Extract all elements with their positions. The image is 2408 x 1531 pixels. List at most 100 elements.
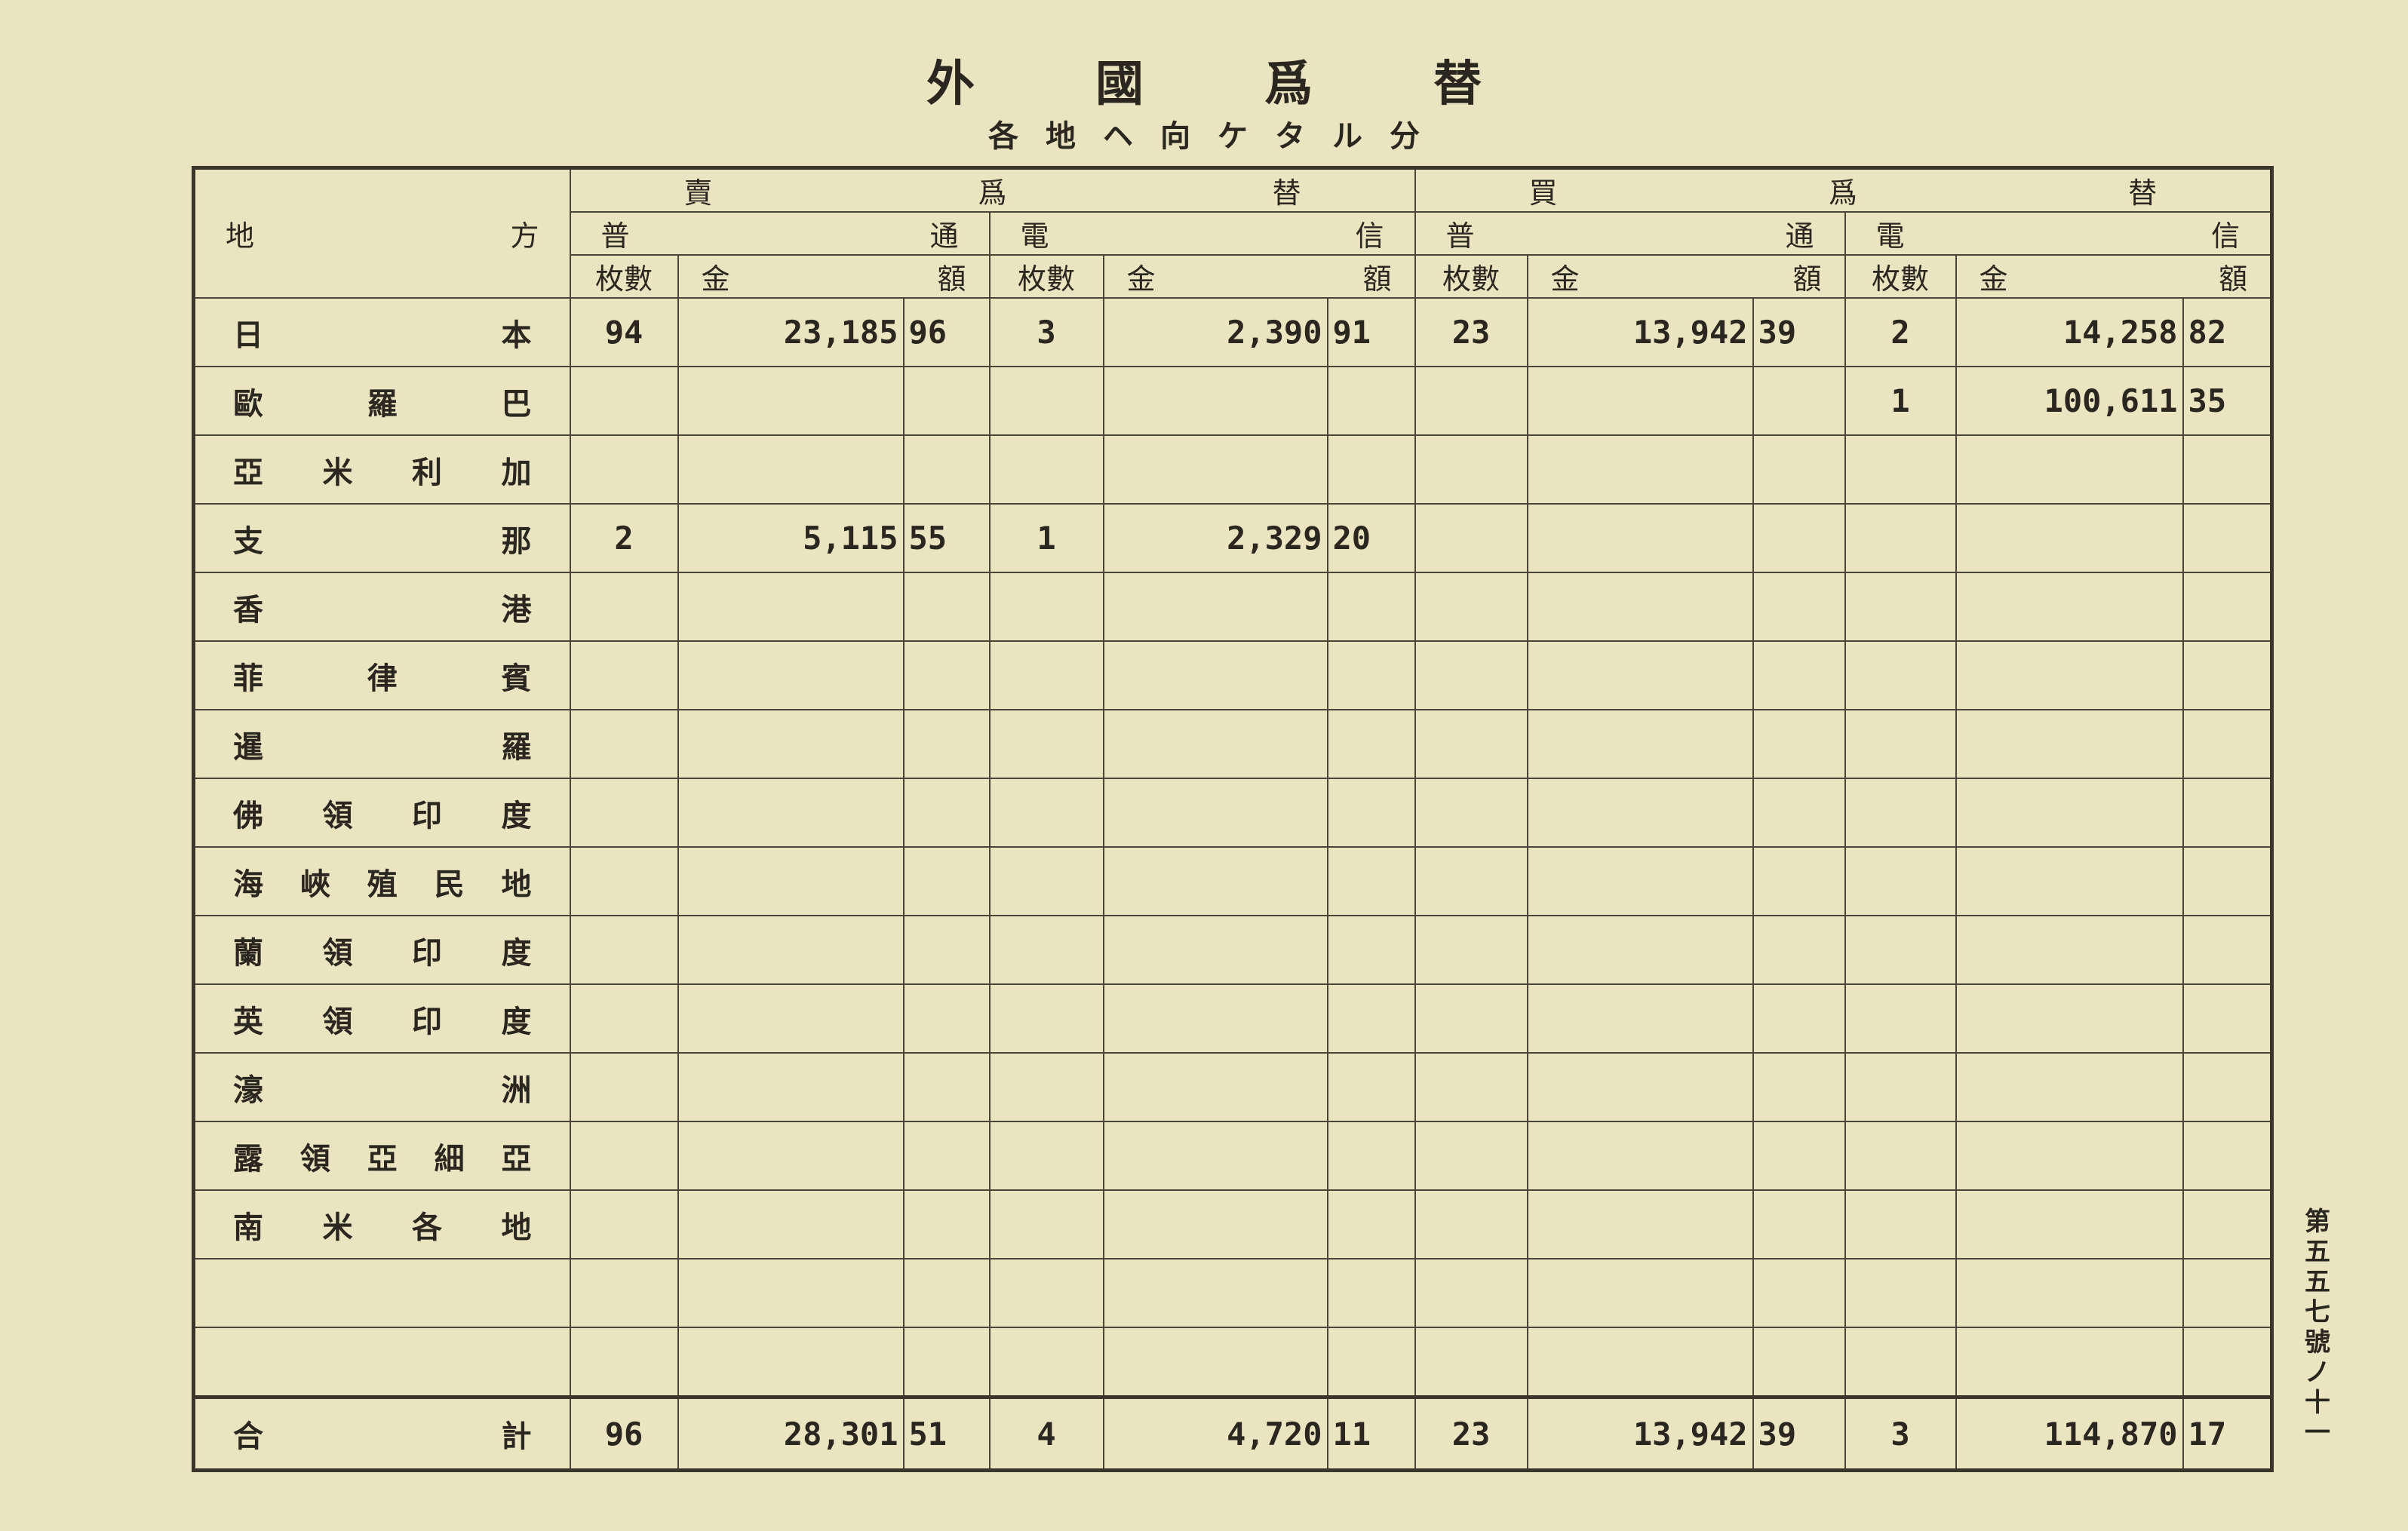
region-name: 佛領印度 <box>233 797 532 833</box>
count-cell <box>569 640 679 710</box>
amount-yen-cell <box>1526 572 1754 642</box>
region-name: 亞米利加 <box>233 454 532 490</box>
amount-yen-cell <box>1526 778 1754 848</box>
region-name: 英領印度 <box>233 1003 532 1039</box>
amount-sen-cell <box>1752 503 1846 573</box>
sell-ordinary-label: 普通 <box>600 219 959 253</box>
count-cell <box>1414 709 1528 779</box>
amount-yen-cell <box>1102 846 1328 916</box>
amount-yen-cell <box>1102 366 1328 436</box>
amount-yen-cell <box>1526 1189 1754 1259</box>
region-cell: 海峽殖民地 <box>192 846 571 916</box>
region-header-label: 地方 <box>226 219 539 253</box>
buy-ordinary-label: 普通 <box>1445 219 1814 253</box>
amount-yen-cell: 100,611 <box>1955 366 2184 436</box>
amount-yen-cell <box>1955 1258 2184 1328</box>
amount-sen-cell <box>1326 778 1416 848</box>
count-cell <box>1844 503 1957 573</box>
count-cell <box>1844 846 1957 916</box>
document-title: 外國爲替 <box>926 56 1602 112</box>
table-row: 歐羅巴 1 100,611 35 <box>192 366 2273 436</box>
amount-yen-cell <box>1526 366 1754 436</box>
amount-sen-cell <box>1326 915 1416 985</box>
count-cell <box>569 778 679 848</box>
region-cell: 日本 <box>192 297 571 367</box>
amount-header-label: 金額 <box>1126 262 1392 296</box>
amount-sen-cell <box>2182 434 2273 505</box>
amount-sen-cell <box>1752 1121 1846 1191</box>
region-cell: 露領亞細亞 <box>192 1121 571 1191</box>
count-cell <box>569 1121 679 1191</box>
count-cell: 3 <box>988 297 1104 367</box>
amount-sen-cell <box>2182 915 2273 985</box>
amount-sen-cell <box>1326 1189 1416 1259</box>
table-row: 海峽殖民地 <box>192 846 2273 916</box>
table-row: 亞米利加 <box>192 434 2273 505</box>
sell-telegraphic-header: 電信 <box>988 211 1416 256</box>
region-cell: 佛領印度 <box>192 778 571 848</box>
sell-ordinary-header: 普通 <box>569 211 991 256</box>
amount-sen-cell <box>902 778 991 848</box>
amount-sen-cell <box>1752 572 1846 642</box>
amount-sen-cell <box>1752 778 1846 848</box>
amount-sen-cell <box>902 846 991 916</box>
amount-yen-cell: 5,115 <box>677 503 905 573</box>
amount-yen-cell <box>1526 1258 1754 1328</box>
amount-sen-cell <box>2182 778 2273 848</box>
sell-exchange-label: 賣爲替 <box>683 176 1301 210</box>
count-cell <box>988 915 1104 985</box>
amount-yen-cell <box>1526 434 1754 505</box>
amount-yen-cell <box>677 1189 905 1259</box>
amount-sen-cell: 17 <box>2182 1395 2273 1471</box>
region-name: 海峽殖民地 <box>233 866 532 902</box>
amount-sen-cell <box>902 1189 991 1259</box>
amount-sen-cell <box>902 434 991 505</box>
amount-header: 金額 <box>677 254 991 299</box>
amount-yen-cell <box>1955 983 2184 1054</box>
amount-sen-cell <box>902 1258 991 1328</box>
amount-sen-cell <box>1752 1258 1846 1328</box>
amount-sen-cell <box>1752 983 1846 1054</box>
buy-exchange-label: 買爲替 <box>1528 176 2158 210</box>
count-header: 枚數 <box>1844 254 1957 299</box>
amount-yen-cell <box>1955 1189 2184 1259</box>
amount-yen-cell <box>1102 1189 1328 1259</box>
region-name: 歐羅巴 <box>233 385 532 422</box>
amount-sen-cell <box>902 1327 991 1398</box>
count-cell <box>1414 640 1528 710</box>
count-cell <box>988 1121 1104 1191</box>
amount-yen-cell <box>677 778 905 848</box>
amount-sen-cell <box>1326 846 1416 916</box>
count-cell <box>1844 434 1957 505</box>
amount-sen-cell <box>902 640 991 710</box>
count-header: 枚數 <box>569 254 679 299</box>
count-cell: 23 <box>1414 1395 1528 1471</box>
amount-sen-cell <box>2182 1121 2273 1191</box>
region-name: 蘭領印度 <box>233 934 532 971</box>
table-row: 蘭領印度 <box>192 915 2273 985</box>
count-cell <box>569 846 679 916</box>
amount-sen-cell <box>1752 709 1846 779</box>
amount-yen-cell: 2,329 <box>1102 503 1328 573</box>
count-cell <box>569 983 679 1054</box>
amount-yen-cell <box>1102 709 1328 779</box>
amount-yen-cell <box>1526 1327 1754 1398</box>
total-row: 合計 96 28,301 51 4 4,720 11 23 13,942 39 3 114,870 17 <box>192 1395 2273 1471</box>
count-cell <box>1844 1121 1957 1191</box>
count-cell <box>1414 1052 1528 1122</box>
count-cell <box>569 1327 679 1398</box>
amount-yen-cell <box>1526 1121 1754 1191</box>
amount-sen-cell: 35 <box>2182 366 2273 436</box>
amount-sen-cell: 96 <box>902 297 991 367</box>
count-cell <box>988 1052 1104 1122</box>
amount-yen-cell <box>1955 915 2184 985</box>
count-cell <box>988 709 1104 779</box>
region-name: 露領亞細亞 <box>233 1140 532 1177</box>
table-row: 南米各地 <box>192 1189 2273 1259</box>
amount-yen-cell <box>1526 709 1754 779</box>
sell-exchange-header: 賣爲替 <box>569 167 1416 213</box>
count-cell <box>569 1052 679 1122</box>
amount-yen-cell <box>677 640 905 710</box>
amount-yen-cell: 2,390 <box>1102 297 1328 367</box>
amount-yen-cell <box>677 709 905 779</box>
